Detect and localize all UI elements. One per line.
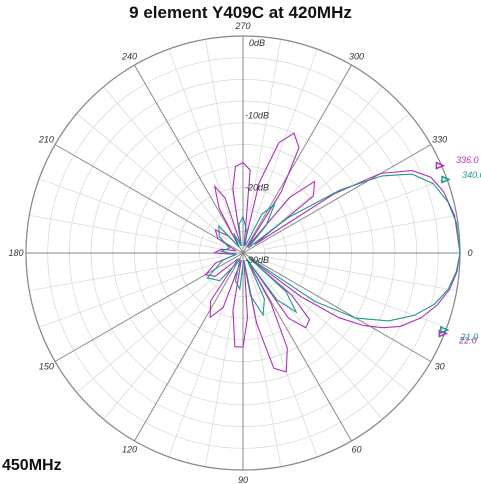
grid-spoke: [134, 252, 244, 442]
grid-spoke: [242, 64, 352, 254]
grid-spoke: [103, 269, 230, 420]
angle-tick-label: 270: [234, 21, 250, 31]
grid-spoke: [259, 113, 410, 240]
pattern-traces: [204, 132, 461, 373]
chart-title: 9 element Y409C at 420MHz: [129, 3, 352, 22]
beamwidth-marker-label: 336.0: [456, 155, 479, 165]
beamwidth-marker: [441, 175, 451, 184]
grid-spoke: [76, 113, 227, 240]
grid-spoke: [168, 48, 236, 233]
grid-spoke: [242, 144, 432, 254]
angle-tick-label: 60: [351, 445, 361, 455]
grid-spoke: [38, 178, 223, 246]
angle-tick-label: 150: [39, 362, 54, 372]
radial-db-label: -20dB: [245, 183, 269, 193]
grid-spoke: [134, 64, 244, 254]
grid-spoke: [54, 252, 244, 362]
beamwidth-marker-label: 340.0: [462, 170, 481, 180]
beamwidth-marker-label: 22.0: [458, 336, 477, 346]
angle-tick-label: 330: [432, 135, 447, 145]
grid-spoke: [264, 256, 457, 292]
grid-spoke: [242, 252, 432, 362]
grid-spoke: [76, 266, 227, 393]
radial-db-label: 0dB: [249, 38, 265, 48]
angle-tick-label: 300: [349, 51, 364, 61]
angle-tick-label: 120: [122, 445, 137, 455]
radial-db-label: -10dB: [245, 110, 269, 120]
grid-spoke: [29, 256, 222, 292]
grid-spoke: [250, 48, 318, 233]
grid-spoke: [264, 214, 457, 250]
angle-tick-label: 90: [238, 475, 248, 484]
grid-spoke: [54, 144, 244, 254]
angle-tick-label: 0: [467, 248, 472, 258]
polar-grid: [25, 35, 461, 471]
legend-entry: 450MHz: [2, 457, 62, 474]
grid-spoke: [250, 273, 318, 458]
grid-spoke: [246, 274, 282, 467]
beamwidth-marker-label: 21.0: [460, 332, 479, 342]
beamwidth-marker: [435, 161, 446, 170]
grid-spoke: [38, 260, 223, 328]
radial-db-label: -30dB: [245, 255, 269, 265]
angle-tick-label: 240: [121, 51, 137, 61]
grid-spoke: [204, 39, 240, 232]
grid-spoke: [29, 214, 222, 250]
angle-tick-label: 30: [435, 362, 445, 372]
angle-tick-label: 180: [8, 248, 23, 258]
grid-spoke: [246, 39, 282, 232]
beamwidth-marker: [439, 325, 450, 335]
pattern-trace: [206, 173, 461, 322]
grid-spoke: [256, 269, 383, 420]
grid-spoke: [263, 260, 448, 328]
grid-spoke: [103, 86, 230, 237]
polar-labels: 0 30 60 90 120 150 180 210 240 270 300 330 0dB -10dB -…: [8, 21, 481, 484]
angle-tick-label: 210: [38, 135, 54, 145]
grid-spoke: [263, 178, 448, 246]
grid-spoke: [259, 266, 410, 393]
